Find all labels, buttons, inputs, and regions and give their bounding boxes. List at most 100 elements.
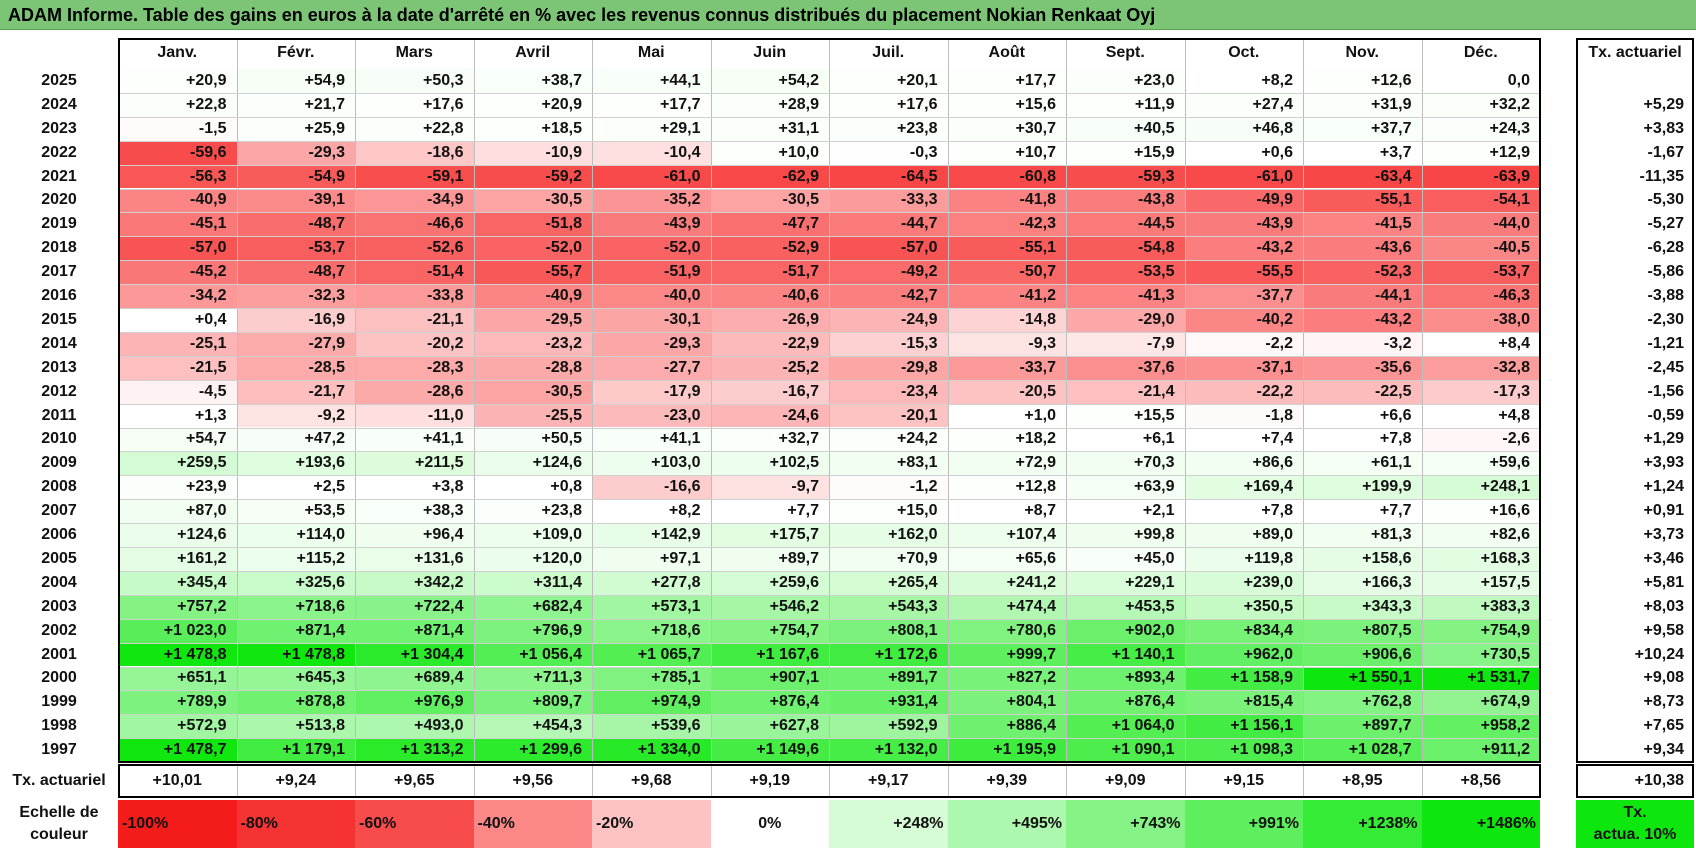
table-cell: +999,7 <box>947 642 1066 667</box>
table-cell: -40,2 <box>1184 308 1303 332</box>
table-cell: +454,3 <box>473 714 592 739</box>
table-cell: -32,3 <box>236 284 355 308</box>
table-cell: +1 023,0 <box>118 618 237 643</box>
year-label: 2010 <box>41 430 77 448</box>
table-cell: -24,6 <box>710 403 829 428</box>
grid-line <box>118 308 1540 309</box>
table-cell: +674,9 <box>1421 690 1540 715</box>
table-cell: +907,1 <box>710 666 829 691</box>
table-cell: +1 090,1 <box>1066 738 1185 763</box>
color-scale-label-line2: couleur <box>30 826 88 843</box>
table-cell: +87,0 <box>118 499 237 524</box>
table-cell: +38,3 <box>355 499 474 524</box>
table-cell: +99,8 <box>1066 523 1185 547</box>
table-cell: -35,6 <box>1303 355 1422 380</box>
table-cell: +158,6 <box>1303 547 1422 571</box>
table-cell: +711,3 <box>473 666 592 691</box>
table-cell: +546,2 <box>710 594 829 619</box>
table-cell: -25,5 <box>473 403 592 428</box>
table-cell: +343,3 <box>1303 594 1422 619</box>
table-cell: -17,3 <box>1421 379 1540 404</box>
table-cell: +166,3 <box>1303 570 1422 595</box>
table-cell: -56,3 <box>118 164 237 189</box>
rate-cell: -1,21 <box>1647 334 1684 352</box>
footer-rate-cell: +9,65 <box>394 772 435 790</box>
rate-cell: -2,30 <box>1647 310 1684 328</box>
table-cell: +345,4 <box>118 570 237 595</box>
table-cell: -43,9 <box>592 212 711 237</box>
table-cell: +89,7 <box>710 547 829 571</box>
table-cell: +241,2 <box>947 570 1066 595</box>
table-cell: +651,1 <box>118 666 237 691</box>
table-cell: -44,0 <box>1421 212 1540 237</box>
grid-line <box>473 38 475 799</box>
year-label: 1997 <box>41 741 77 759</box>
table-cell: +1 056,4 <box>473 642 592 667</box>
table-cell: -15,3 <box>829 331 948 356</box>
table-cell: +1 478,8 <box>118 642 237 667</box>
table-cell: +902,0 <box>1066 618 1185 643</box>
month-header: Sept. <box>1105 44 1145 61</box>
rate-cell: -11,35 <box>1639 167 1684 185</box>
table-cell: +350,5 <box>1184 594 1303 619</box>
table-cell: +12,6 <box>1303 69 1422 93</box>
table-cell: +1 304,4 <box>355 642 474 667</box>
footer-rate-cell: +9,09 <box>1105 772 1146 790</box>
rate-cell: +7,65 <box>1643 717 1684 735</box>
table-cell: -30,1 <box>592 308 711 332</box>
table-cell: +7,7 <box>1303 499 1422 524</box>
table-cell: -28,5 <box>236 355 355 380</box>
year-label: 2003 <box>41 597 77 615</box>
month-header: Mai <box>637 44 665 61</box>
table-cell: -22,9 <box>710 331 829 356</box>
report-title: ADAM Informe. Table des gains en euros à… <box>0 0 1696 30</box>
table-cell: +131,6 <box>355 547 474 571</box>
table-cell: +722,4 <box>355 594 474 619</box>
color-scale-label-line1: Echelle de <box>19 804 99 821</box>
table-cell: -43,8 <box>1066 188 1185 213</box>
year-label: 1999 <box>41 693 77 711</box>
table-cell: +342,2 <box>355 570 474 595</box>
grid-line <box>118 738 1540 740</box>
table-cell: -46,6 <box>355 212 474 237</box>
table-cell: -25,1 <box>118 331 237 356</box>
table-cell: +383,3 <box>1421 594 1540 619</box>
table-cell: -24,9 <box>829 308 948 332</box>
table-cell: +114,0 <box>236 523 355 547</box>
table-cell: +878,8 <box>236 690 355 715</box>
table-cell: +30,7 <box>947 116 1066 141</box>
table-cell: -3,2 <box>1303 331 1422 356</box>
grid-line <box>592 38 593 799</box>
year-label: 2021 <box>41 167 77 185</box>
year-label: 2025 <box>41 71 77 89</box>
rate-cell: +8,03 <box>1643 597 1684 615</box>
month-header: Avril <box>515 44 551 61</box>
table-cell: -4,5 <box>118 379 237 404</box>
year-label: 2005 <box>41 549 77 567</box>
table-cell: +162,0 <box>829 523 948 547</box>
grid-line <box>710 38 712 799</box>
table-cell: +22,8 <box>355 116 474 141</box>
table-cell: -7,9 <box>1066 331 1185 356</box>
rate-cell: +1,24 <box>1643 478 1684 496</box>
table-cell: +31,1 <box>710 116 829 141</box>
table-cell: -48,7 <box>236 212 355 237</box>
table-cell: -59,1 <box>355 164 474 189</box>
year-label: 2008 <box>41 478 77 496</box>
table-cell: -26,9 <box>710 308 829 332</box>
table-cell: +28,9 <box>710 92 829 117</box>
table-cell: +7,8 <box>1184 499 1303 524</box>
grid-line <box>118 523 1540 525</box>
table-cell: +1 065,7 <box>592 642 711 667</box>
table-cell: +453,5 <box>1066 594 1185 619</box>
table-cell: +142,9 <box>592 523 711 547</box>
table-cell: +0,4 <box>118 308 237 332</box>
year-label: 2000 <box>41 669 77 687</box>
table-cell: -52,0 <box>473 236 592 261</box>
color-scale-swatch: 0% <box>710 800 829 848</box>
footer-rate-cell: +8,95 <box>1342 772 1383 790</box>
table-cell: +891,7 <box>829 666 948 691</box>
month-header: Août <box>988 44 1025 61</box>
table-cell: +16,6 <box>1421 499 1540 524</box>
table-cell: +15,6 <box>947 92 1066 117</box>
